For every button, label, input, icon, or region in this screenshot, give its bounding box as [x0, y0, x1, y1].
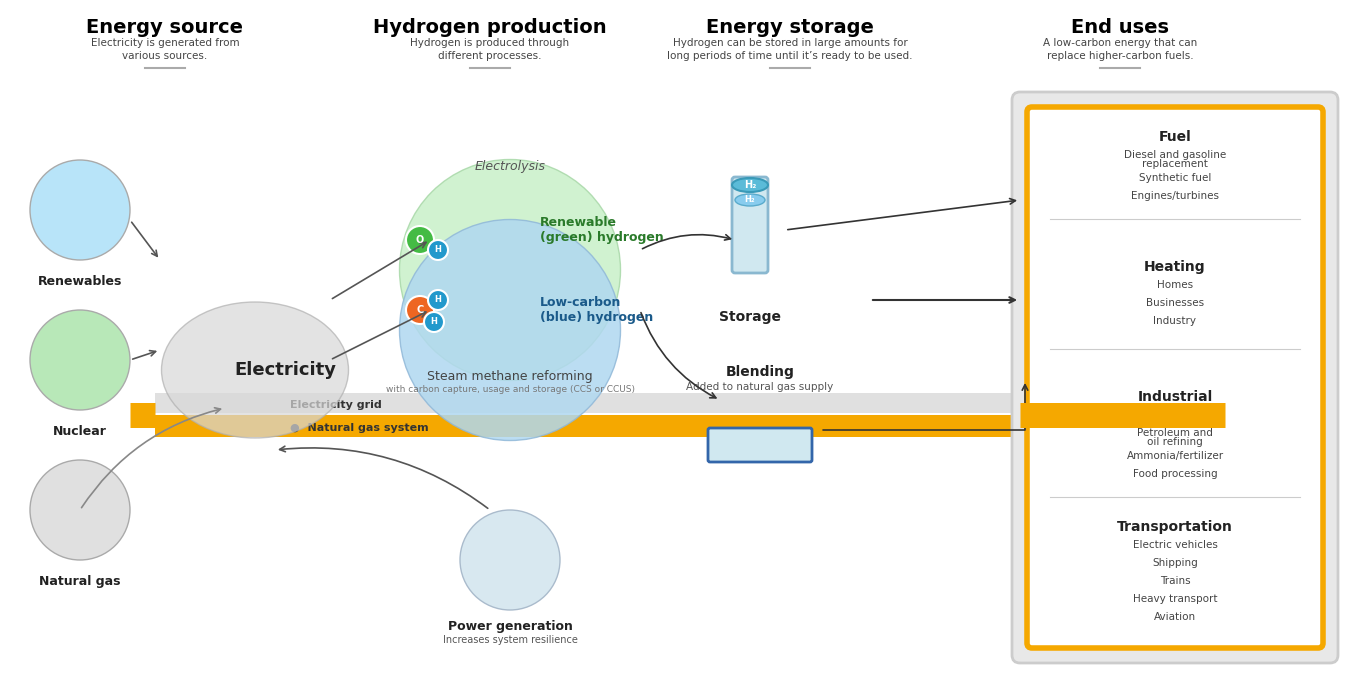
Text: Metals refining: Metals refining — [1136, 410, 1213, 420]
Text: Heating: Heating — [1144, 260, 1206, 274]
Text: Storage: Storage — [718, 310, 780, 324]
Text: Electricity: Electricity — [235, 361, 336, 379]
Text: Electrolysis: Electrolysis — [474, 160, 546, 173]
Text: Petroleum and: Petroleum and — [1138, 428, 1213, 438]
Text: Food processing: Food processing — [1132, 469, 1217, 479]
Circle shape — [425, 312, 443, 332]
Text: C: C — [417, 305, 423, 315]
Ellipse shape — [162, 302, 349, 438]
Circle shape — [460, 510, 559, 610]
Text: Trains: Trains — [1159, 576, 1190, 586]
Text: H: H — [434, 245, 441, 254]
Text: replacement: replacement — [1142, 159, 1208, 169]
Circle shape — [429, 240, 448, 260]
Text: Industry: Industry — [1154, 316, 1197, 326]
FancyBboxPatch shape — [708, 428, 811, 462]
FancyBboxPatch shape — [732, 177, 768, 273]
Text: Businesses: Businesses — [1146, 298, 1204, 308]
Circle shape — [406, 296, 434, 324]
Circle shape — [30, 460, 129, 560]
Text: Low-carbon
(blue) hydrogen: Low-carbon (blue) hydrogen — [541, 295, 654, 324]
Text: Steam methane reforming: Steam methane reforming — [427, 370, 593, 383]
Text: Electricity is generated from
various sources.: Electricity is generated from various so… — [90, 38, 240, 62]
Circle shape — [406, 226, 434, 254]
Text: ●  Natural gas system: ● Natural gas system — [290, 423, 429, 433]
Circle shape — [399, 220, 620, 441]
Text: Shipping: Shipping — [1153, 558, 1198, 568]
FancyBboxPatch shape — [1012, 92, 1339, 663]
Text: Hydrogen can be stored in large amounts for
long periods of time until it’s read: Hydrogen can be stored in large amounts … — [667, 38, 913, 62]
Text: Added to natural gas supply: Added to natural gas supply — [686, 382, 833, 392]
Text: Synthetic fuel: Synthetic fuel — [1139, 173, 1212, 183]
FancyBboxPatch shape — [1027, 107, 1322, 648]
Circle shape — [429, 290, 448, 310]
Text: H₂: H₂ — [744, 180, 756, 190]
Text: Heavy transport: Heavy transport — [1132, 594, 1217, 604]
Text: Diesel and gasoline: Diesel and gasoline — [1124, 150, 1227, 160]
Text: Power generation: Power generation — [448, 620, 573, 633]
Text: O: O — [417, 235, 425, 245]
Text: Homes: Homes — [1157, 280, 1193, 290]
Text: Energy source: Energy source — [86, 18, 244, 37]
Text: Electricity grid: Electricity grid — [290, 400, 381, 410]
Text: oil refining: oil refining — [1147, 437, 1202, 447]
Text: H: H — [434, 295, 441, 304]
Circle shape — [30, 310, 129, 410]
Text: Industrial
energy use: Industrial energy use — [1131, 390, 1219, 420]
Text: Transportation: Transportation — [1117, 520, 1233, 534]
Text: End uses: End uses — [1072, 18, 1169, 37]
Text: H: H — [430, 318, 438, 327]
Text: Blending: Blending — [725, 365, 794, 379]
Text: Ammonia/fertilizer: Ammonia/fertilizer — [1127, 451, 1224, 461]
Text: Renewable
(green) hydrogen: Renewable (green) hydrogen — [541, 216, 663, 245]
Ellipse shape — [735, 194, 766, 206]
Text: Aviation: Aviation — [1154, 612, 1196, 622]
Ellipse shape — [732, 178, 768, 192]
Text: Energy storage: Energy storage — [706, 18, 874, 37]
Text: Nuclear: Nuclear — [53, 425, 106, 438]
Text: Natural gas: Natural gas — [39, 575, 121, 588]
Circle shape — [30, 160, 129, 260]
Text: A low-carbon energy that can
replace higher-carbon fuels.: A low-carbon energy that can replace hig… — [1043, 38, 1197, 62]
Text: Increases system resilience: Increases system resilience — [442, 635, 577, 645]
Circle shape — [399, 160, 620, 381]
Text: Hydrogen is produced through
different processes.: Hydrogen is produced through different p… — [410, 38, 570, 62]
Text: Engines/turbines: Engines/turbines — [1131, 191, 1219, 201]
Text: Renewables: Renewables — [38, 275, 123, 288]
Text: H₂: H₂ — [744, 195, 755, 205]
FancyBboxPatch shape — [155, 415, 1225, 437]
Text: Electric vehicles: Electric vehicles — [1132, 540, 1217, 550]
Text: Hydrogen production: Hydrogen production — [373, 18, 607, 37]
Text: with carbon capture, usage and storage (CCS or CCUS): with carbon capture, usage and storage (… — [386, 385, 635, 394]
FancyBboxPatch shape — [155, 393, 1225, 413]
Text: Fuel: Fuel — [1159, 130, 1192, 144]
